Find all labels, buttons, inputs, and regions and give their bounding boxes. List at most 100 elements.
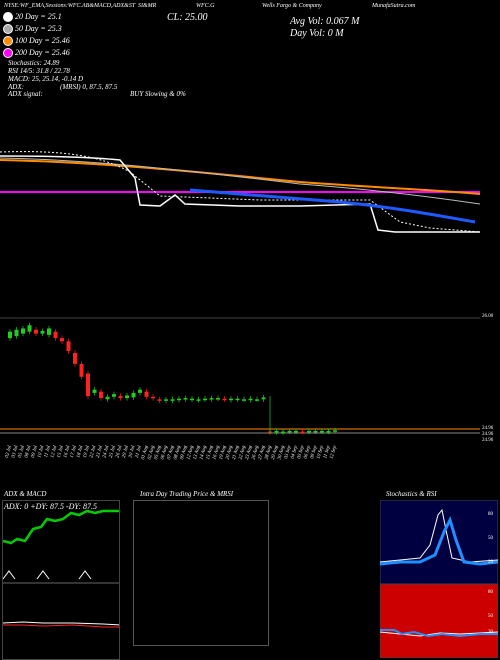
- stoch-panel-title: Stochastics & RSI: [386, 490, 437, 498]
- date-label: 14 Aug: [199, 445, 208, 461]
- date-label: 21 Aug: [232, 445, 241, 461]
- stoch-blue-line: [380, 515, 498, 566]
- legend-ma50: 50 Day = 25.3: [3, 24, 62, 35]
- candle: [60, 338, 64, 342]
- date-label: 02 Jul: [5, 445, 13, 459]
- candle: [196, 399, 201, 401]
- legend-ma100: 100 Day = 25.46: [3, 36, 70, 47]
- date-label: 26 Jul: [115, 445, 123, 459]
- header-left: NYSE:WF_EMA,Sessions:WFC.AB&MACD,ADX&ST: [4, 3, 136, 9]
- candle: [313, 430, 318, 433]
- date-label: 18 Jul: [76, 445, 84, 459]
- candle: [274, 430, 279, 433]
- candle: [229, 398, 233, 401]
- date-label: 13 Aug: [193, 445, 202, 461]
- stoch-tick-50: 50: [488, 536, 493, 541]
- date-label: 29 Jul: [122, 445, 130, 459]
- close-price: CL: 25.00: [167, 12, 208, 23]
- candle: [242, 399, 246, 401]
- ma100-swatch-icon: [3, 36, 13, 47]
- adx-value: ADX:: [8, 83, 24, 91]
- stochastics-value: Stochastics: 24.89: [8, 59, 60, 67]
- candle: [73, 352, 77, 364]
- candle: [118, 396, 123, 399]
- ma20-line: [0, 155, 480, 233]
- candle: [40, 331, 45, 334]
- date-label: 22 Jul: [89, 445, 97, 459]
- candle: [235, 398, 240, 401]
- date-label: 27 Aug: [258, 445, 267, 461]
- legend-ma200: 200 Day = 25.46: [3, 48, 70, 59]
- ma50-swatch-icon: [3, 24, 13, 35]
- rsi-value: RSI 14/5: 31.8 / 22.78: [8, 67, 70, 75]
- rsi-tick-30: 30: [488, 630, 493, 635]
- date-label: 05 Aug: [154, 445, 163, 461]
- rsi-blue-line: [380, 629, 498, 638]
- price-tick-3: 24.96: [482, 438, 494, 443]
- candle: [138, 389, 142, 393]
- adx-panel-title: ADX & MACD: [4, 490, 47, 498]
- rsi-tick-50: 50: [488, 614, 493, 619]
- date-label: 04 Sep: [291, 445, 299, 460]
- date-label: 17 Jul: [70, 445, 78, 459]
- adx-panel: [2, 500, 120, 660]
- date-label: 03 Sep: [284, 445, 292, 460]
- date-label: 09 Jul: [31, 445, 39, 459]
- date-label: 06 Aug: [160, 445, 169, 461]
- date-label: 26 Aug: [251, 445, 260, 461]
- date-label: 19 Aug: [219, 445, 228, 461]
- date-label: 15 Jul: [57, 445, 65, 459]
- candle: [248, 398, 253, 401]
- stoch-tick-80: 80: [488, 512, 493, 517]
- price-tick-1: 24.96: [482, 426, 494, 431]
- date-label: 22 Aug: [238, 445, 247, 461]
- date-label: 05 Sep: [297, 445, 305, 460]
- date-label: 11 Sep: [323, 445, 331, 459]
- date-label: 07 Aug: [167, 445, 176, 461]
- stochastics-panel: [380, 500, 498, 584]
- date-label: 31 Jul: [135, 445, 143, 459]
- candle: [86, 373, 90, 397]
- date-label: 29 Aug: [271, 445, 280, 461]
- candle: [320, 430, 324, 433]
- date-label: 12 Jul: [50, 445, 58, 459]
- date-label: 23 Jul: [96, 445, 104, 459]
- candle: [151, 396, 155, 399]
- candle: [21, 328, 25, 334]
- candle: [177, 398, 181, 401]
- candle: [92, 389, 97, 393]
- candle: [261, 397, 266, 400]
- header-stock: Wells Fargo & Company: [262, 3, 322, 9]
- candle: [27, 325, 32, 332]
- date-label: 16 Aug: [212, 445, 221, 461]
- ema-blue-line: [189, 188, 476, 224]
- date-label: 10 Jul: [37, 445, 45, 459]
- rsi-panel: [380, 584, 498, 658]
- buy-signal: BUY Slowing & 0%: [130, 90, 186, 98]
- candle: [222, 398, 227, 401]
- date-label: 25 Jul: [109, 445, 117, 459]
- candle: [281, 431, 285, 434]
- candle: [190, 398, 194, 401]
- date-label: 05 Jul: [18, 445, 26, 459]
- intraday-panel: [133, 500, 269, 646]
- macd-value: MACD: 25, 25.14, -0.14 D: [8, 75, 84, 83]
- date-label: 20 Aug: [225, 445, 234, 461]
- price-tick-2: 24.96: [482, 432, 494, 437]
- date-label: 28 Aug: [264, 445, 273, 461]
- legend-ma20: 20 Day = 25.1: [3, 12, 62, 23]
- date-label: 08 Aug: [173, 445, 182, 461]
- candle: [131, 392, 136, 398]
- candle-group: [8, 322, 337, 435]
- candle: [164, 399, 168, 401]
- price-tick-top: 26.00: [482, 314, 494, 319]
- candle: [112, 394, 116, 397]
- macd-red-line: [3, 624, 119, 628]
- ma20-swatch-icon: [3, 12, 13, 23]
- candle: [287, 430, 292, 433]
- header-code: WFC.G: [196, 3, 215, 9]
- adx-white-line: [3, 570, 92, 580]
- candle: [294, 430, 298, 433]
